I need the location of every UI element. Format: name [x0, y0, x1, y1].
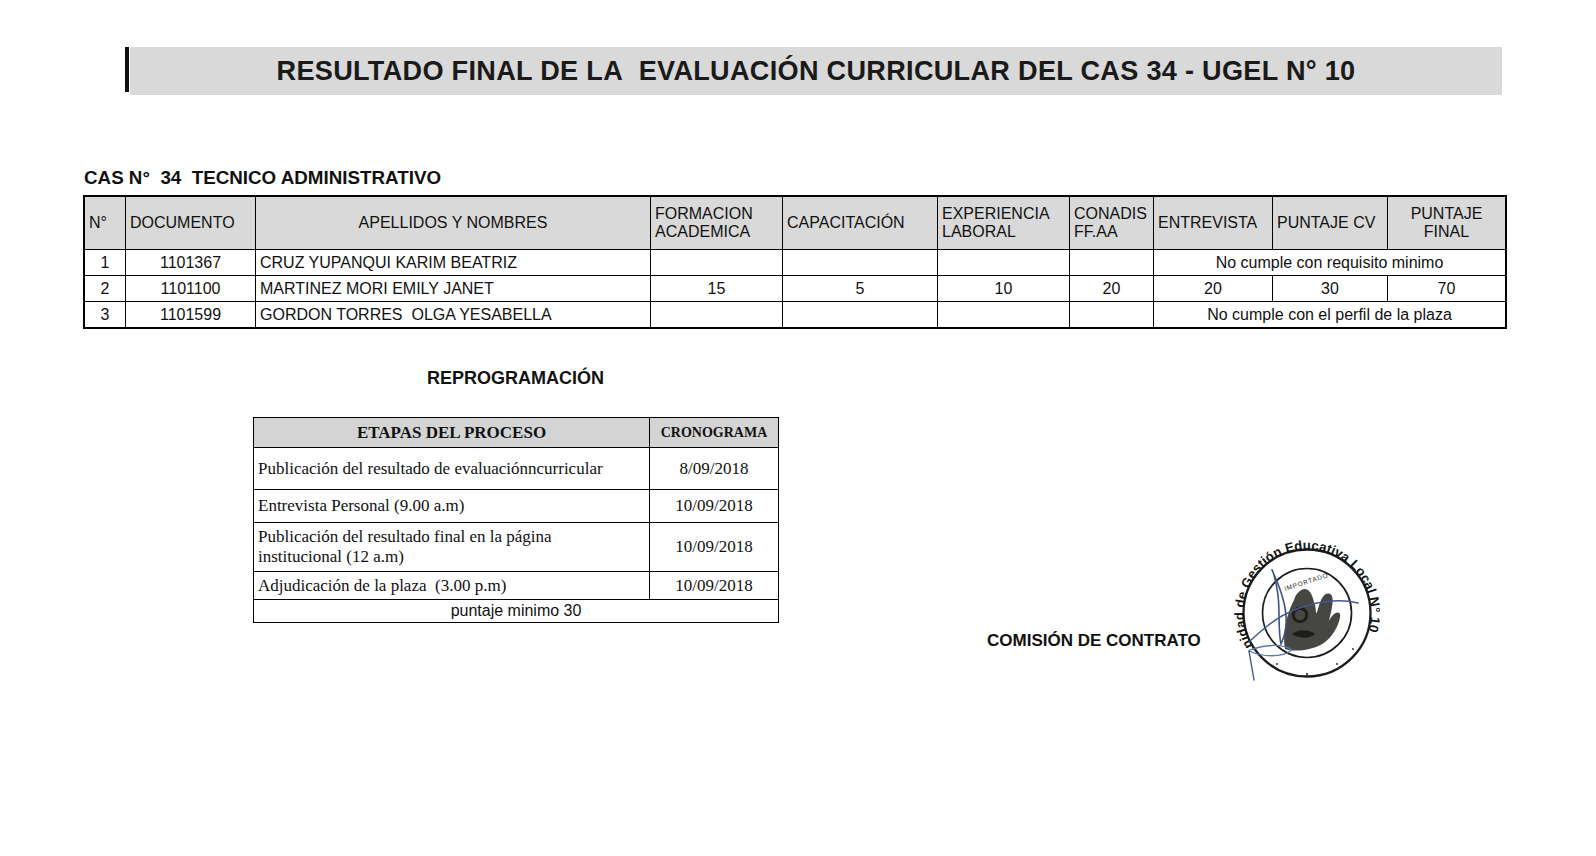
svg-text:IMPORTADO: IMPORTADO — [1283, 571, 1329, 592]
